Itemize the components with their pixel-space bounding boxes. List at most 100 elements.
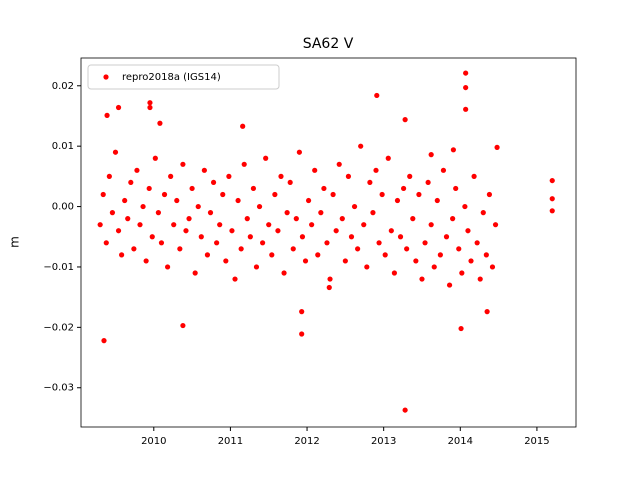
data-point [345, 173, 352, 179]
data-point [428, 152, 434, 158]
data-point [484, 309, 490, 315]
data-point [109, 210, 116, 216]
data-point [177, 246, 183, 252]
x-tick-label: 2013 [371, 436, 396, 447]
data-point [315, 252, 321, 258]
data-point [214, 240, 220, 246]
data-point [379, 191, 385, 198]
data-point [207, 210, 214, 216]
data-point [192, 270, 198, 276]
data-point [240, 123, 246, 129]
data-point [140, 203, 146, 210]
data-point [410, 216, 416, 222]
data-point [278, 173, 284, 179]
data-point [266, 222, 272, 228]
data-point [388, 228, 394, 234]
data-point [158, 240, 165, 246]
data-point [195, 203, 201, 210]
data-point [463, 84, 469, 91]
y-axis-label: m [8, 236, 22, 248]
data-point [425, 179, 431, 186]
data-point [391, 270, 397, 276]
x-tick-label: 2015 [524, 436, 549, 447]
data-point [480, 210, 486, 216]
data-point [137, 222, 143, 228]
data-point [299, 234, 306, 240]
data-point [155, 210, 161, 216]
data-point [327, 276, 333, 282]
data-point [186, 216, 192, 222]
chart-title: SA62 V [303, 36, 354, 52]
data-point [422, 240, 428, 246]
data-point [284, 210, 290, 216]
data-point [171, 222, 177, 228]
data-point [250, 185, 257, 192]
data-point [486, 191, 493, 198]
data-point [232, 276, 238, 282]
data-point [174, 197, 180, 204]
data-point [402, 117, 408, 123]
data-point [450, 147, 456, 153]
data-point [305, 197, 312, 204]
data-point [168, 173, 174, 179]
data-point [376, 240, 382, 246]
data-point [287, 179, 293, 186]
data-point [226, 173, 232, 179]
data-point [97, 222, 103, 228]
data-point [260, 240, 266, 246]
data-point [453, 185, 459, 192]
data-point [210, 179, 217, 186]
data-point [146, 185, 152, 192]
data-point [275, 228, 281, 234]
data-point [201, 167, 207, 173]
data-point [115, 104, 122, 111]
data-point [147, 104, 153, 111]
data-point [370, 210, 376, 216]
y-tick-label: 0.02 [52, 81, 74, 92]
x-tick-label: 2010 [141, 436, 166, 447]
data-point [290, 246, 296, 252]
data-point [119, 252, 125, 258]
data-point [235, 197, 241, 204]
data-point [471, 173, 477, 179]
data-point [382, 252, 388, 258]
data-point [330, 191, 336, 198]
data-point [468, 258, 474, 264]
legend-marker [103, 74, 109, 80]
data-point [440, 167, 447, 173]
y-tick-label: −0.03 [43, 383, 74, 394]
data-point [446, 282, 453, 288]
data-point [428, 222, 434, 228]
data-point [364, 264, 370, 270]
data-point [463, 70, 469, 76]
data-point [128, 179, 134, 186]
y-tick-label: −0.02 [43, 322, 74, 333]
data-point [256, 203, 263, 210]
data-point [112, 149, 119, 155]
data-point [458, 325, 464, 332]
data-point [180, 161, 186, 167]
data-point [263, 155, 269, 161]
y-tick-label: −0.01 [43, 262, 74, 273]
data-point [351, 203, 358, 210]
data-point [443, 234, 450, 240]
data-point [463, 106, 469, 112]
data-point [348, 234, 355, 240]
data-point [431, 264, 437, 270]
data-point [489, 264, 496, 270]
data-point [400, 185, 407, 192]
data-point [309, 222, 315, 228]
y-tick-label: 0.01 [52, 141, 74, 152]
data-point [394, 197, 401, 204]
data-point [223, 258, 229, 264]
data-point [419, 276, 425, 282]
x-tick-label: 2012 [294, 436, 319, 447]
x-tick-label: 2014 [448, 436, 473, 447]
data-point [134, 167, 140, 173]
data-point [361, 222, 367, 228]
data-point [397, 234, 404, 240]
data-point [131, 246, 137, 252]
data-point [204, 252, 211, 258]
data-point [143, 258, 149, 264]
